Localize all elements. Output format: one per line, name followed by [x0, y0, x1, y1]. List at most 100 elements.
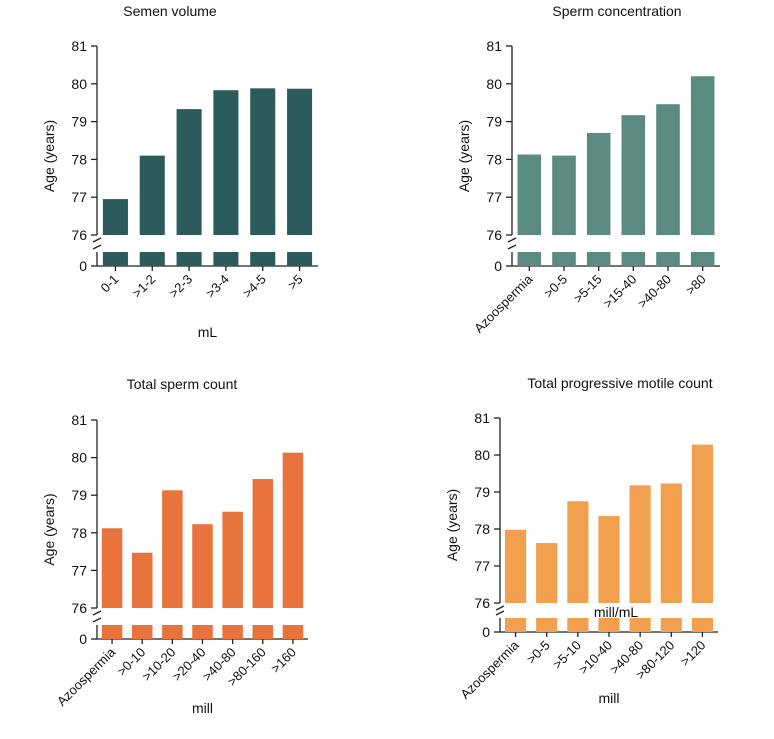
bar [102, 199, 128, 235]
y-tick-label: 0 [482, 624, 490, 640]
bar [192, 524, 213, 608]
bar-stub [586, 252, 611, 266]
bar [598, 516, 620, 603]
bar-stub [621, 252, 646, 266]
bar [629, 485, 651, 603]
bar-stub [690, 252, 715, 266]
chart-title: Semen volume [123, 3, 217, 19]
y-tick-label: 78 [486, 151, 502, 167]
x-tick-label: 0-1 [98, 272, 122, 296]
y-tick-label: 76 [474, 595, 490, 611]
x-tick-label: >2-3 [166, 272, 195, 301]
bar [213, 90, 239, 235]
y-tick-label: 77 [486, 189, 502, 205]
chart-title: Total progressive motile count [527, 375, 712, 391]
x-axis-label: mill/mL [594, 604, 639, 620]
y-tick-label: 80 [71, 76, 87, 92]
bar [660, 483, 682, 603]
y-tick-label: 79 [71, 487, 87, 503]
axis-break [507, 237, 517, 250]
y-tick-label: 79 [71, 114, 87, 130]
x-tick-label: >3-4 [203, 272, 232, 301]
bar-stub [598, 618, 620, 632]
x-tick-label: >160 [268, 645, 299, 676]
x-tick-label: Azoospermia [54, 644, 119, 709]
y-tick-label: 77 [474, 558, 490, 574]
y-tick-label: 77 [71, 562, 87, 578]
bar [282, 452, 304, 608]
axis-break [92, 237, 102, 250]
bar [131, 552, 153, 608]
x-tick-label: Azoospermia [471, 271, 536, 336]
x-tick-label: >40-80 [635, 272, 674, 311]
bar-stub [139, 252, 165, 266]
bar-stub [691, 618, 714, 632]
bar-stub [660, 618, 682, 632]
y-tick-label: 81 [474, 410, 490, 426]
y-axis-label: Age (years) [456, 120, 472, 192]
y-tick-label: 76 [486, 227, 502, 243]
bar-stub [629, 618, 651, 632]
bar [101, 528, 123, 608]
y-axis-label: Age (years) [444, 489, 460, 561]
bar [567, 501, 589, 603]
bar [162, 490, 183, 608]
bar-stub [250, 252, 276, 266]
bar-stub [287, 252, 313, 266]
bar-stub [282, 625, 304, 639]
y-tick-label: 81 [71, 38, 87, 54]
bar-stub [222, 625, 243, 639]
y-tick-label: 80 [71, 450, 87, 466]
bar [287, 88, 313, 236]
y-tick-label: 0 [79, 631, 87, 647]
bar-stub [552, 252, 576, 266]
bar-stub [656, 252, 680, 266]
bar-stub [252, 625, 274, 639]
bar-stub [176, 252, 202, 266]
y-tick-label: 80 [486, 76, 502, 92]
x-tick-label: >80 [683, 272, 709, 298]
bar [691, 444, 714, 603]
y-tick-label: 78 [71, 151, 87, 167]
y-tick-label: 79 [474, 484, 490, 500]
bar [517, 154, 542, 235]
bar-stub [213, 252, 239, 266]
y-tick-label: 76 [71, 600, 87, 616]
bar [552, 155, 576, 235]
bar [252, 479, 274, 608]
bar-stub [536, 618, 558, 632]
bar [176, 109, 202, 235]
x-tick-label: >0-5 [541, 272, 570, 301]
x-tick-label: >15-40 [600, 272, 639, 311]
y-tick-label: 77 [71, 189, 87, 205]
bar [504, 529, 527, 603]
x-tick-label: Azoospermia [457, 637, 522, 702]
axis-break [92, 610, 102, 623]
x-tick-label: >0-5 [524, 638, 553, 667]
bar [586, 132, 611, 235]
x-axis-label: mL [198, 324, 218, 340]
bar-stub [192, 625, 213, 639]
bar [250, 88, 276, 235]
bar-stub [504, 618, 527, 632]
bar-stub [162, 625, 183, 639]
bar-stub [131, 625, 153, 639]
y-tick-label: 80 [474, 447, 490, 463]
x-axis-label: mill [599, 690, 620, 706]
bar [621, 115, 646, 235]
x-tick-label: >5 [285, 272, 306, 293]
y-axis-label: Age (years) [41, 493, 57, 565]
bar [690, 76, 715, 236]
x-tick-label: >10-40 [576, 638, 615, 677]
y-tick-label: 0 [494, 258, 502, 274]
chart-title: Total sperm count [127, 376, 238, 392]
bar-stub [102, 252, 128, 266]
axis-break [495, 605, 505, 616]
y-tick-label: 0 [79, 258, 87, 274]
y-tick-label: 81 [71, 412, 87, 428]
y-tick-label: 78 [474, 521, 490, 537]
y-axis-label: Age (years) [41, 120, 57, 192]
y-tick-label: 81 [486, 38, 502, 54]
bar-stub [567, 618, 589, 632]
